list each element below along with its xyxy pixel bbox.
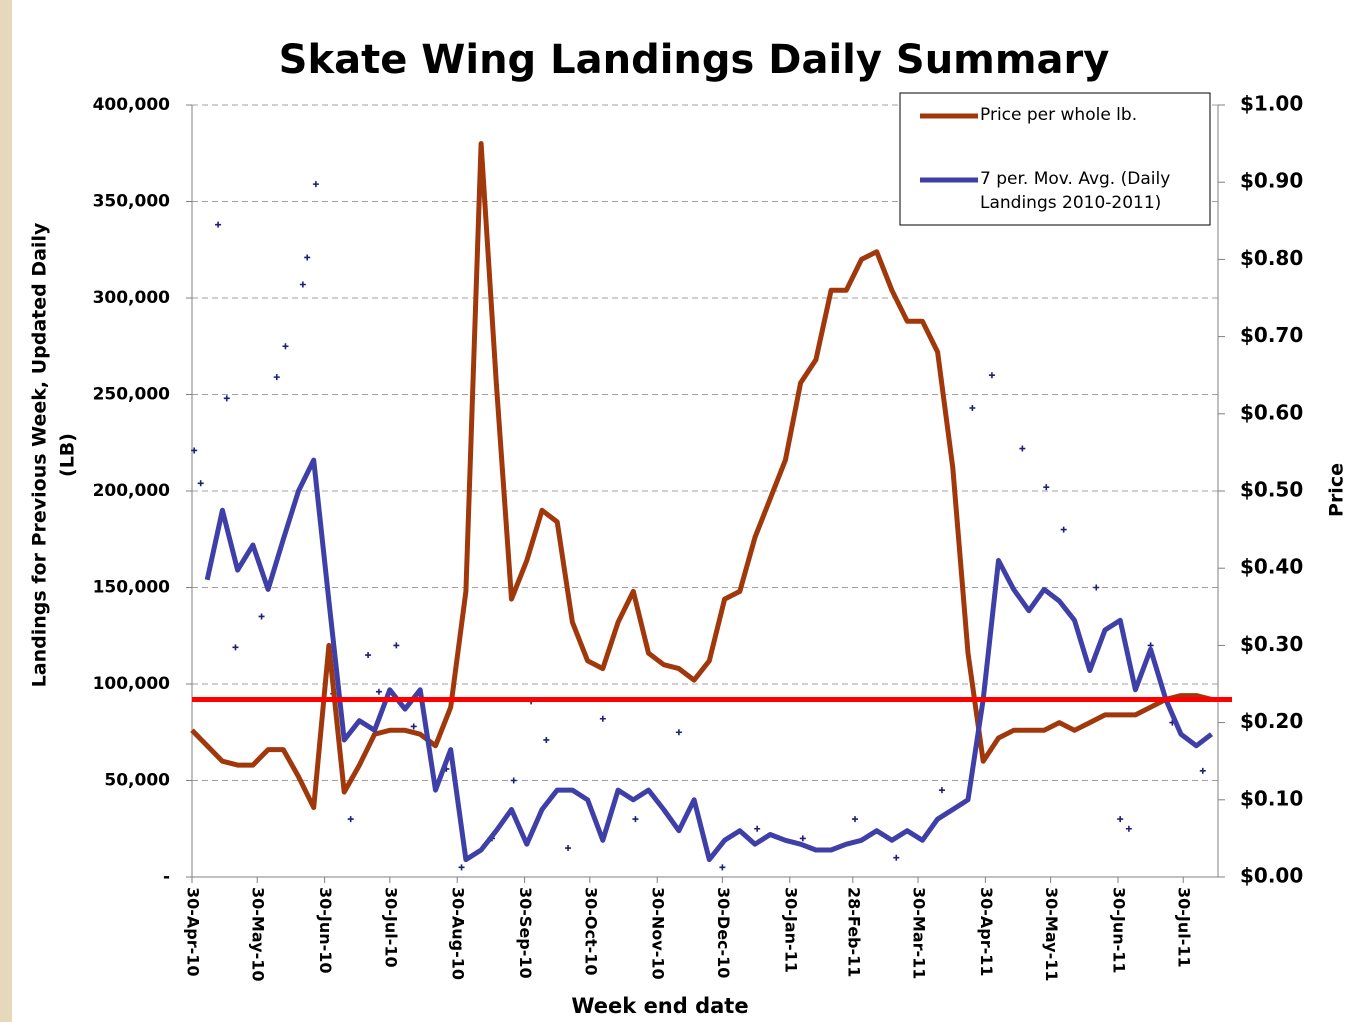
scatter-point xyxy=(273,374,280,381)
x-tick-label: 30-Apr-10 xyxy=(184,887,203,977)
x-tick-label: 30-Jun-10 xyxy=(316,887,335,974)
y2-axis-label: Price xyxy=(1326,463,1348,517)
scatter-point xyxy=(675,729,682,736)
x-tick-label: 30-Apr-11 xyxy=(977,887,996,977)
scatter-point xyxy=(191,447,198,454)
x-tick-label: 30-May-11 xyxy=(1042,887,1061,981)
legend-entry: Price per whole lb. xyxy=(980,105,1138,125)
y2-tick-label: $0.80 xyxy=(1240,246,1303,270)
y-tick-label: 50,000 xyxy=(104,771,170,791)
x-axis-label: Week end date xyxy=(571,994,748,1018)
scatter-point xyxy=(197,480,204,487)
scatter-point xyxy=(232,644,239,651)
legend-entry: 7 per. Mov. Avg. (Daily Landings 2010-20… xyxy=(980,169,1171,213)
scatter-point xyxy=(375,688,382,695)
x-tick-label: 30-Mar-11 xyxy=(910,887,929,979)
scatter-point xyxy=(565,845,572,852)
y2-tick-label: $0.60 xyxy=(1240,400,1303,424)
scatter-point xyxy=(393,642,400,649)
scatter-point xyxy=(719,864,726,871)
scatter-point xyxy=(969,405,976,412)
scatter-point xyxy=(1125,825,1132,832)
scatter-point xyxy=(282,343,289,350)
scatter-point xyxy=(1093,584,1100,591)
scatter-point xyxy=(458,864,465,871)
scatter-point xyxy=(851,816,858,823)
y2-tick-label: $0.20 xyxy=(1240,709,1303,733)
x-tick-label: 30-Sep-10 xyxy=(516,887,535,979)
scatter-point xyxy=(223,395,230,402)
y2-tick-label: $0.40 xyxy=(1240,555,1303,579)
y-tick-label: 350,000 xyxy=(93,192,171,212)
series-line xyxy=(204,457,1214,863)
scatter-point xyxy=(365,652,372,659)
scatter-point xyxy=(215,221,222,228)
scatter-point xyxy=(599,715,606,722)
chart-title: Skate Wing Landings Daily Summary xyxy=(279,37,1110,83)
scatter-point xyxy=(299,281,306,288)
scatter-point xyxy=(410,723,417,730)
y-tick-label: 250,000 xyxy=(93,385,171,405)
y-tick-label: 150,000 xyxy=(93,578,171,598)
x-tick-label: 30-May-10 xyxy=(249,887,268,981)
y-axis-label: (LB) xyxy=(57,433,79,477)
y2-tick-label: $0.50 xyxy=(1240,478,1303,502)
x-tick-label: 30-Jul-10 xyxy=(381,887,400,968)
scatter-point xyxy=(893,854,900,861)
y2-tick-label: $0.10 xyxy=(1240,786,1303,810)
y2-tick-label: $0.90 xyxy=(1240,169,1303,193)
y2-tick-label: $0.30 xyxy=(1240,632,1303,656)
y2-tick-label: $0.70 xyxy=(1240,323,1303,347)
x-tick-label: 30-Jun-11 xyxy=(1110,887,1129,974)
y2-tick-label: $1.00 xyxy=(1240,92,1303,116)
x-tick-label: 30-Jan-11 xyxy=(781,887,800,973)
scatter-point xyxy=(799,835,806,842)
y2-tick-label: $0.00 xyxy=(1240,864,1303,888)
y-tick-label: 100,000 xyxy=(93,674,171,694)
y-tick-label: - xyxy=(163,867,170,887)
x-tick-label: 30-Aug-10 xyxy=(449,887,468,980)
y-tick-label: 300,000 xyxy=(93,288,171,308)
scatter-point xyxy=(754,825,761,832)
scatter-point xyxy=(304,254,311,261)
x-tick-label: 30-Nov-10 xyxy=(649,887,668,980)
x-tick-label: 30-Dec-10 xyxy=(714,887,733,978)
y-tick-label: 400,000 xyxy=(93,95,171,115)
scatter-point xyxy=(1043,484,1050,491)
scatter-point xyxy=(1199,767,1206,774)
y-axis-label: Landings for Previous Week, Updated Dail… xyxy=(29,222,51,687)
scatter-point xyxy=(543,736,550,743)
scatter-point xyxy=(1117,816,1124,823)
scatter-point xyxy=(258,613,265,620)
legend-label: Price per whole lb. xyxy=(980,105,1138,125)
scatter-point xyxy=(1060,526,1067,533)
scatter-point xyxy=(510,777,517,784)
x-tick-label: 28-Feb-11 xyxy=(844,887,863,977)
legend-label: 7 per. Mov. Avg. (Daily Landings 2010-20… xyxy=(980,169,1171,213)
x-tick-label: 30-Oct-10 xyxy=(581,887,600,976)
scatter-point xyxy=(347,816,354,823)
scatter-point xyxy=(312,181,319,188)
scatter-point xyxy=(632,816,639,823)
scatter-point xyxy=(988,372,995,379)
x-tick-label: 30-Jul-11 xyxy=(1175,887,1194,968)
y-tick-label: 200,000 xyxy=(93,481,171,501)
scatter-point xyxy=(938,787,945,794)
series-line xyxy=(190,141,1213,810)
scatter-point xyxy=(1019,445,1026,452)
